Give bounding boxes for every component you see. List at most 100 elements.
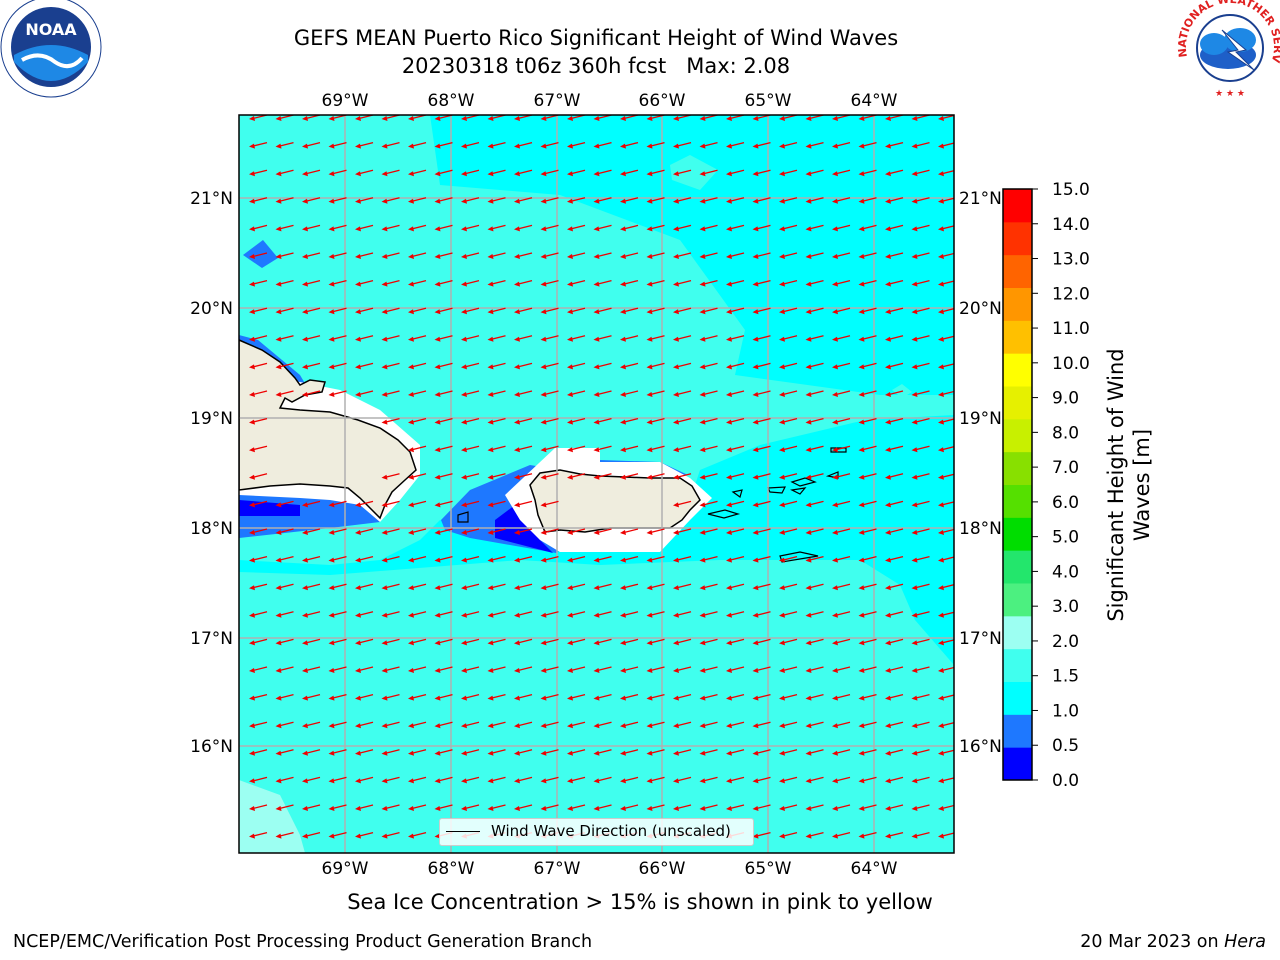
wind-vector-head [699, 750, 706, 756]
wind-vector-head [434, 419, 441, 425]
wind-vector-head [302, 585, 308, 591]
wind-vector-head [381, 364, 388, 370]
wind-vector-head [832, 392, 838, 397]
wind-vector-head [408, 198, 414, 204]
wind-vector-head [938, 364, 944, 370]
wind-vector-head [275, 116, 282, 121]
wind-vector-head [646, 198, 653, 204]
wind-vector-head [805, 557, 812, 563]
wind-vector-head [620, 640, 626, 646]
colorbar-tick-label: 2.0 [1052, 632, 1079, 652]
wind-vector-head [540, 530, 547, 535]
wind-vector-head [752, 695, 759, 701]
wind-vector-head [593, 171, 600, 177]
wind-vector-head [646, 392, 653, 397]
wind-vector-head [699, 806, 706, 811]
wind-vector-head [461, 226, 467, 232]
lat-tick: 16°N [190, 737, 233, 757]
wind-vector-head [434, 557, 441, 563]
wind-vector-head [514, 530, 520, 535]
wind-vector-head [275, 585, 282, 591]
wind-vector-head [938, 336, 944, 342]
colorbar-segment [1003, 615, 1032, 650]
wind-vector-head [487, 806, 494, 811]
wind-vector-head [487, 723, 494, 729]
wind-vector-head [540, 723, 547, 729]
wind-vector-head [805, 778, 812, 784]
wind-vector-head [355, 254, 361, 259]
svg-text:NATIONAL WEATHER SERVICE: NATIONAL WEATHER SERVICE [0, 0, 1280, 65]
colorbar-segment [1003, 714, 1032, 748]
wind-vector-head [726, 557, 732, 563]
wind-vector-head [911, 116, 918, 121]
wind-vector-head [646, 419, 653, 425]
wind-vector-head [779, 833, 785, 839]
wind-vector-head [328, 364, 335, 370]
wind-vector-head [699, 309, 706, 315]
legend-line-swatch [446, 831, 480, 832]
wind-vector-head [779, 198, 785, 204]
wind-vector-head [673, 723, 679, 729]
wind-vector-head [885, 668, 891, 673]
wind-vector-head [911, 640, 918, 646]
wind-vector-head [726, 612, 732, 618]
wind-vector-head [514, 254, 520, 259]
wind-vector-head [540, 336, 547, 342]
wind-vector-head [779, 143, 785, 149]
wind-vector-head [328, 198, 335, 204]
wind-vector-head [249, 254, 255, 259]
wind-vector-head [461, 392, 467, 397]
wind-vector-head [302, 778, 308, 784]
wind-vector-head [567, 254, 573, 259]
lat-tick: 18°N [190, 519, 233, 539]
wind-vector-head [567, 116, 573, 121]
wind-vector-head [779, 723, 785, 729]
wind-vector-head [487, 502, 494, 508]
wind-vector-head [620, 364, 626, 370]
wind-vector-head [249, 833, 255, 839]
wind-vector-head [461, 447, 467, 453]
lat-tick: 20°N [190, 299, 233, 319]
lon-tick: 65°W [745, 91, 792, 111]
wind-vector-head [302, 116, 308, 121]
wind-vector-head [779, 502, 785, 508]
colorbar-segment [1003, 254, 1032, 288]
wind-vector-head [885, 254, 891, 259]
wind-vector-head [938, 309, 944, 315]
wind-vector-head [752, 419, 759, 425]
wind-vector-head [328, 640, 335, 646]
wind-vector-head [461, 530, 467, 535]
wind-vector-head [567, 364, 573, 370]
wind-vector-head [911, 198, 918, 204]
wind-vector-head [858, 226, 865, 232]
wind-vector-head [408, 695, 414, 701]
wind-vector-head [858, 309, 865, 315]
wind-vector-head [355, 557, 361, 563]
wind-vector-head [646, 585, 653, 591]
wind-vector-head [328, 833, 335, 839]
colorbar-segment [1003, 648, 1032, 682]
wind-vector-head [885, 226, 891, 232]
wind-vector-head [434, 806, 441, 811]
wind-vector-head [514, 364, 520, 370]
wind-vector-head [487, 447, 494, 453]
wind-vector-head [249, 723, 255, 729]
colorbar-tick-label: 0.0 [1052, 771, 1079, 791]
wind-vector-head [381, 143, 388, 149]
map-plot-area [239, 115, 954, 853]
wind-vector-head [911, 336, 918, 342]
wind-vector-head [620, 116, 626, 121]
wind-vector-head [673, 530, 679, 535]
wind-vector-head [885, 143, 891, 149]
wind-vector-head [434, 254, 441, 259]
wind-vector-head [779, 750, 785, 756]
wind-vector-head [885, 640, 891, 646]
wind-vector-head [858, 254, 865, 259]
wind-vector-head [752, 198, 759, 204]
wind-vector-head [355, 612, 361, 618]
wind-vector-head [726, 171, 732, 177]
wind-vector-head [567, 226, 573, 232]
wind-vector-head [779, 254, 785, 259]
wind-vector-head [567, 309, 573, 315]
